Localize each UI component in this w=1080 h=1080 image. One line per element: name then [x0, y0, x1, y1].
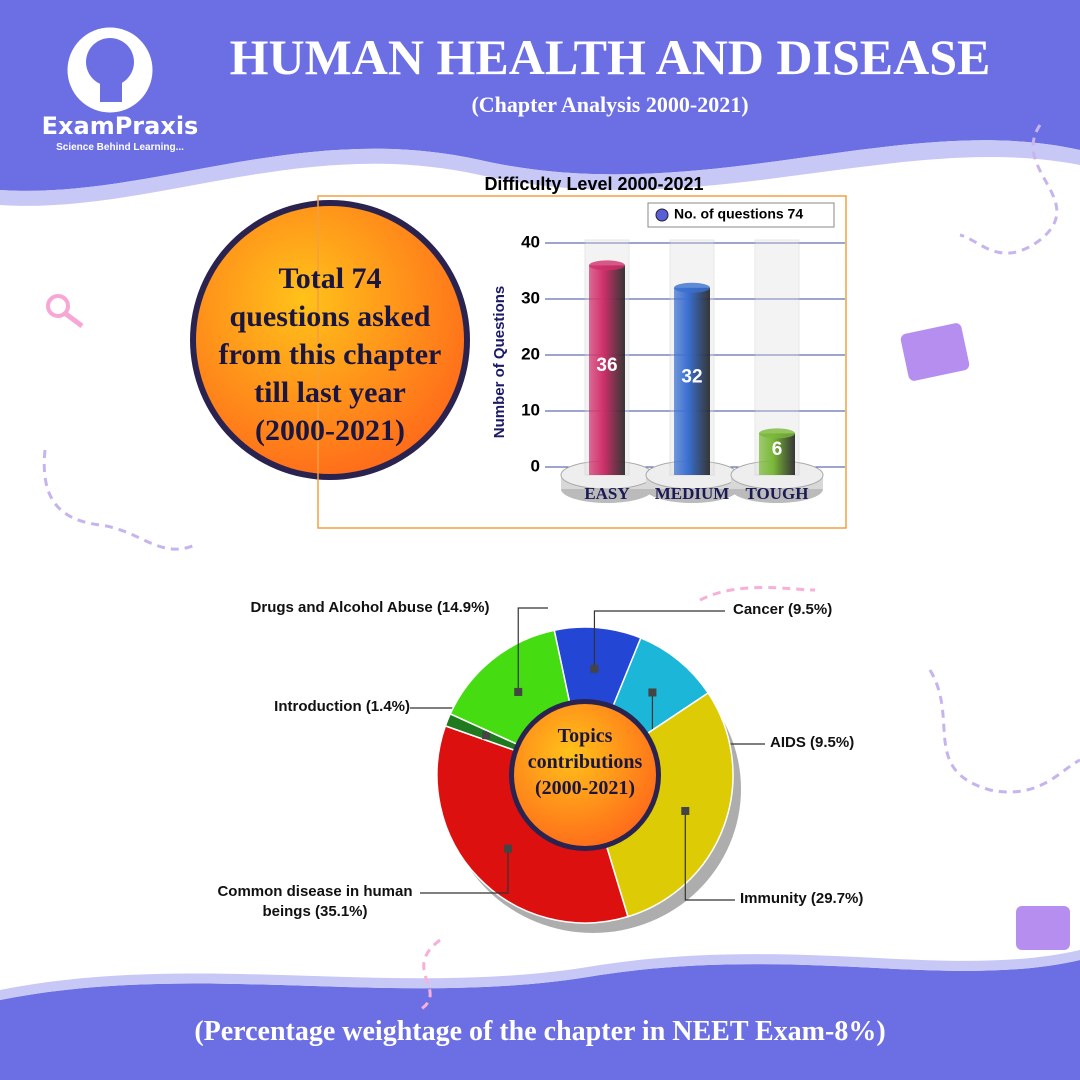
leader-marker	[648, 688, 657, 697]
y-tick-label: 20	[521, 344, 540, 363]
callout-line: (2000-2021)	[255, 414, 405, 447]
callout-line: till last year	[254, 376, 406, 409]
callout-line: from this chapter	[218, 338, 442, 371]
value-label: (9.5%)	[810, 734, 855, 751]
pie-slice	[584, 691, 734, 918]
subtitle: (Chapter Analysis 2000-2021)	[471, 92, 749, 117]
legend-box	[647, 202, 835, 228]
category: Cancer	[733, 601, 784, 618]
value-label: (29.7%)	[810, 890, 864, 907]
leader-marker	[514, 687, 523, 696]
bar-top	[674, 282, 710, 293]
category: Introduction	[274, 698, 362, 715]
value-label: (14.9%)	[436, 599, 490, 616]
y-tick-label: 30	[521, 288, 540, 307]
data-label: 32	[681, 366, 702, 387]
callout-line: Total 74	[278, 262, 382, 295]
legend-swatch	[655, 208, 669, 222]
chart-title: Difficulty Level 2000-2021	[484, 174, 703, 194]
leader-line	[593, 610, 725, 669]
slice-label: Cancer (9.5%)	[733, 600, 832, 620]
category: Common disease in human beings	[217, 883, 413, 920]
legend-label: No. of questions 74	[674, 206, 803, 222]
leader-line	[684, 810, 735, 901]
leader-marker	[504, 844, 513, 853]
bar	[674, 287, 710, 475]
y-tick-label: 40	[521, 232, 540, 251]
y-axis-label: Number of Questions	[491, 286, 508, 439]
y-tick-label: 10	[521, 400, 540, 419]
leader-line	[517, 607, 548, 692]
bar-top	[589, 260, 625, 271]
x-tick-label: EASY	[584, 484, 629, 503]
leader-marker	[590, 664, 599, 673]
bar-top	[759, 428, 795, 439]
leader-marker	[681, 806, 690, 815]
bar	[589, 265, 625, 475]
brand: ExamPraxis	[41, 112, 199, 140]
bar	[759, 433, 795, 475]
center-disc	[514, 704, 656, 846]
data-label: 6	[772, 439, 783, 460]
slice-label: Common disease in human beings (35.1%)	[210, 882, 420, 922]
footer: (Percentage weightage of the chapter in …	[194, 1016, 886, 1047]
center-label: Topics contributions (2000-2021)	[527, 725, 643, 799]
callout: Total 74 questions asked from this chapter…	[190, 260, 470, 450]
value-label: (1.4%)	[365, 698, 410, 715]
data-label: 36	[596, 355, 617, 376]
category: Drugs and Alcohol Abuse	[250, 599, 433, 616]
y-tick-label: 0	[531, 456, 540, 475]
tagline: Science Behind Learning...	[56, 142, 184, 153]
value-label: (9.5%)	[788, 601, 833, 618]
leader-line	[420, 848, 509, 894]
value-label: (35.1%)	[314, 903, 368, 920]
category: AIDS	[770, 734, 806, 751]
slice-label: Drugs and Alcohol Abuse (14.9%)	[250, 598, 490, 618]
x-tick-label: MEDIUM	[655, 484, 730, 503]
title: HUMAN HEALTH AND DISEASE	[229, 29, 991, 85]
slice-label: AIDS (9.5%)	[770, 733, 854, 753]
leader-marker	[482, 731, 491, 740]
slice-label: Immunity (29.7%)	[740, 889, 863, 909]
x-tick-label: TOUGH	[746, 484, 809, 503]
slice-label: Introduction (1.4%)	[200, 697, 410, 717]
callout-line: questions asked	[229, 300, 431, 333]
category: Immunity	[740, 890, 807, 907]
